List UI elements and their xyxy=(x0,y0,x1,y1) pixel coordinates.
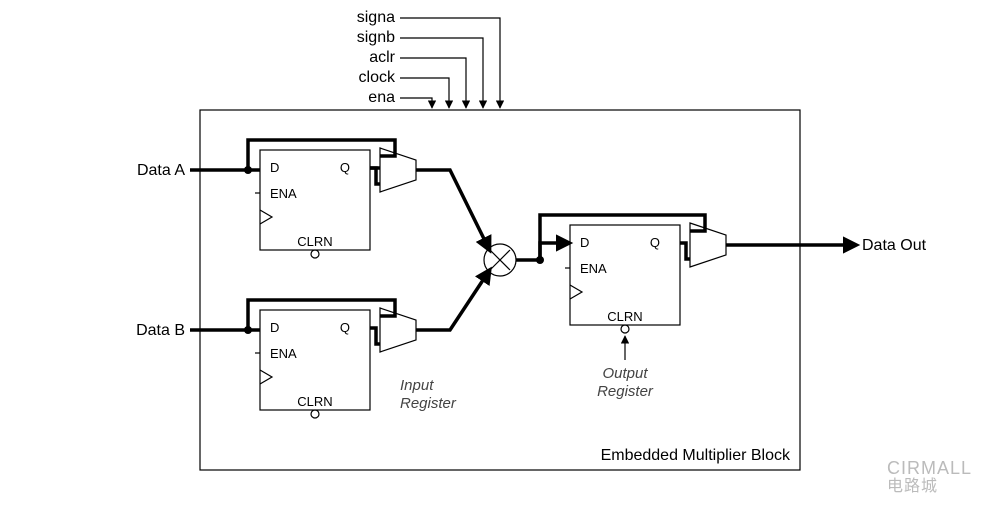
reg-a-ena: ENA xyxy=(270,186,297,201)
label-clock: clock xyxy=(359,69,396,86)
label-data-out: Data Out xyxy=(862,237,927,254)
wire-clock xyxy=(400,78,449,108)
wire-to-regOut-D xyxy=(540,243,568,260)
label-aclr: aclr xyxy=(369,49,395,66)
watermark-line1: CIRMALL xyxy=(887,459,972,479)
label-signa: signa xyxy=(357,9,395,26)
svg-text:Register: Register xyxy=(400,395,457,412)
node-b xyxy=(244,326,252,334)
svg-text:Register: Register xyxy=(597,383,654,400)
reg-a-q: Q xyxy=(340,160,350,175)
embedded-multiplier-diagram: signa signb aclr clock ena Data A Data B… xyxy=(0,0,982,508)
top-signals: signa signb aclr clock ena xyxy=(357,9,500,108)
reg-b-q: Q xyxy=(340,320,350,335)
output-register-label: Output Register xyxy=(597,336,654,400)
svg-text:Output: Output xyxy=(602,365,648,382)
watermark: CIRMALL 电路城 xyxy=(887,459,972,496)
label-data-a: Data A xyxy=(137,162,185,179)
wire-muxB-to-mult xyxy=(416,271,489,330)
wire-aclr xyxy=(400,58,466,108)
reg-out-d: D xyxy=(580,235,589,250)
label-data-b: Data B xyxy=(136,322,185,339)
wire-regB-q-to-muxB xyxy=(370,328,380,344)
reg-out-clrn: CLRN xyxy=(607,309,642,324)
wire-signa xyxy=(400,18,500,108)
watermark-line2: 电路城 xyxy=(887,478,972,496)
register-b: D Q ENA CLRN xyxy=(255,310,370,418)
reg-a-d: D xyxy=(270,160,279,175)
reg-a-clrn: CLRN xyxy=(297,234,332,249)
input-register-label: Input Register xyxy=(400,377,457,412)
reg-b-d: D xyxy=(270,320,279,335)
label-ena: ena xyxy=(368,89,395,106)
block-title: Embedded Multiplier Block xyxy=(601,447,791,464)
register-out: D Q ENA CLRN xyxy=(565,225,680,333)
reg-b-clrn: CLRN xyxy=(297,394,332,409)
node-a xyxy=(244,166,252,174)
reg-out-ena: ENA xyxy=(580,261,607,276)
label-signb: signb xyxy=(357,29,395,46)
wire-muxA-to-mult xyxy=(416,170,489,249)
wire-regOut-Q-to-muxOut xyxy=(680,243,690,259)
reg-b-ena: ENA xyxy=(270,346,297,361)
register-a: D Q ENA CLRN xyxy=(255,150,370,258)
wire-ena xyxy=(400,98,432,108)
multiplier-block-box xyxy=(200,110,800,470)
svg-text:Input: Input xyxy=(400,377,434,394)
reg-out-q: Q xyxy=(650,235,660,250)
